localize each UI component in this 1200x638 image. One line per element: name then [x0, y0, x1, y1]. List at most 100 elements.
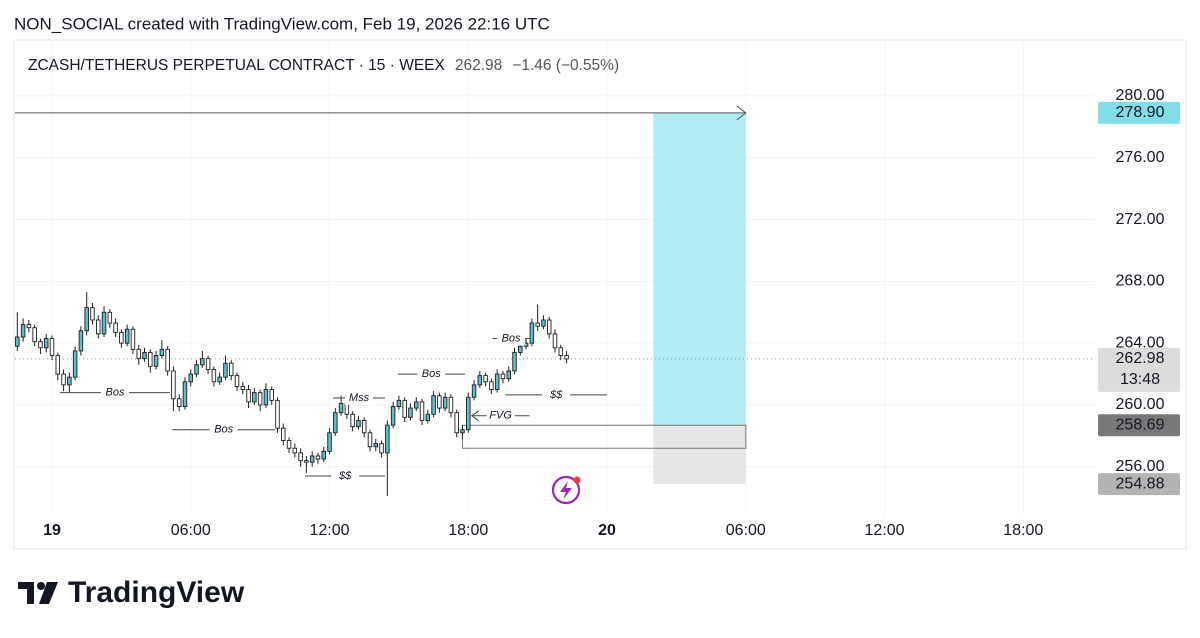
candle-body [448, 396, 454, 414]
y-tick-label: 272.00 [1116, 211, 1165, 228]
annotation-label-bg [345, 391, 374, 406]
candle-body [402, 399, 407, 418]
candle [142, 347, 147, 362]
candle-body [252, 392, 257, 403]
candle [182, 377, 188, 410]
candle [477, 370, 483, 388]
candle [321, 446, 326, 463]
candle-body [200, 358, 205, 366]
candle [298, 448, 303, 467]
candle [275, 397, 280, 433]
target-price-label: 278.90 [1116, 104, 1165, 121]
candle [309, 451, 315, 467]
candle-body [20, 324, 26, 338]
candle-body [217, 376, 222, 383]
annotation-label: Bos [214, 424, 233, 436]
candle [454, 409, 459, 438]
candle [49, 335, 55, 361]
candle-body [535, 322, 540, 327]
candle [257, 389, 263, 412]
candle-body [67, 376, 72, 386]
candle [396, 395, 402, 410]
x-tick-label: 06:00 [171, 522, 211, 539]
candle-body [315, 455, 321, 460]
candle-body [165, 348, 170, 372]
candle [494, 369, 500, 393]
candle-body [344, 402, 350, 415]
candle [385, 420, 390, 497]
candle-body [269, 389, 274, 401]
annotation-label: Bos [106, 387, 125, 399]
candle-body [113, 322, 118, 333]
target-price-label-bg [1098, 101, 1180, 124]
candle [263, 383, 269, 409]
candle [32, 324, 37, 347]
candle [529, 318, 535, 347]
candle-body [460, 429, 465, 434]
symbol-title: ZCASH/TETHERUS PERPETUAL CONTRACT · 15 ·… [28, 57, 445, 74]
y-tick-label: 256.00 [1116, 458, 1165, 475]
annotation-label: Bos [502, 332, 521, 344]
candle-body [437, 395, 442, 409]
candle-body [408, 407, 413, 418]
candle [148, 349, 153, 373]
candle-body [72, 350, 78, 378]
candle [471, 380, 477, 401]
annotation-label-bg [486, 408, 515, 423]
candle [78, 326, 84, 356]
candle-body [442, 396, 448, 409]
candle [194, 360, 199, 378]
target-zone [653, 112, 746, 426]
candle [228, 360, 234, 381]
candle-body [558, 347, 564, 356]
candle-body [385, 424, 390, 454]
symbol-header: ZCASH/TETHERUS PERPETUAL CONTRACT · 15 ·… [28, 57, 619, 74]
candle [379, 440, 384, 458]
candle [564, 350, 569, 364]
y-tick-label: 264.00 [1116, 334, 1165, 351]
annotation-label: Bos [422, 368, 441, 380]
candle [188, 369, 194, 387]
annotation-label-bg [497, 331, 526, 346]
candle-body [541, 319, 546, 327]
candle [408, 403, 413, 421]
candle [286, 437, 292, 453]
candle-body [390, 406, 396, 426]
candle [304, 455, 309, 473]
annotation-label: Mss [349, 392, 370, 404]
candle-body [49, 338, 55, 356]
candle [20, 318, 26, 342]
candle [119, 329, 124, 348]
candle [512, 347, 517, 375]
candle [333, 408, 338, 436]
candle-body [211, 368, 217, 383]
annotation-label-bg [101, 385, 130, 400]
candle-body [338, 402, 344, 414]
candle-body [321, 450, 326, 460]
candle-body [176, 398, 182, 407]
candle-body [333, 412, 338, 434]
candle [124, 324, 130, 347]
brand-name: TradingView [68, 576, 245, 609]
candle [425, 409, 431, 424]
candle [535, 304, 540, 331]
candle-body [130, 328, 136, 350]
candle [130, 326, 136, 354]
candle [67, 372, 72, 393]
x-tick-label: 20 [598, 522, 616, 539]
stop-zone [653, 425, 746, 485]
candle [153, 350, 159, 370]
candle [72, 346, 78, 381]
candle-body [228, 362, 234, 377]
brand-logo: TradingView [18, 576, 245, 609]
candle-body [500, 373, 506, 380]
candle-body [107, 311, 113, 324]
candle [205, 355, 211, 375]
annotation-label: FVG [489, 410, 512, 422]
candle-body [489, 381, 494, 390]
candle [413, 397, 419, 412]
candle [483, 372, 488, 387]
candle [159, 340, 165, 359]
candle [281, 423, 286, 446]
